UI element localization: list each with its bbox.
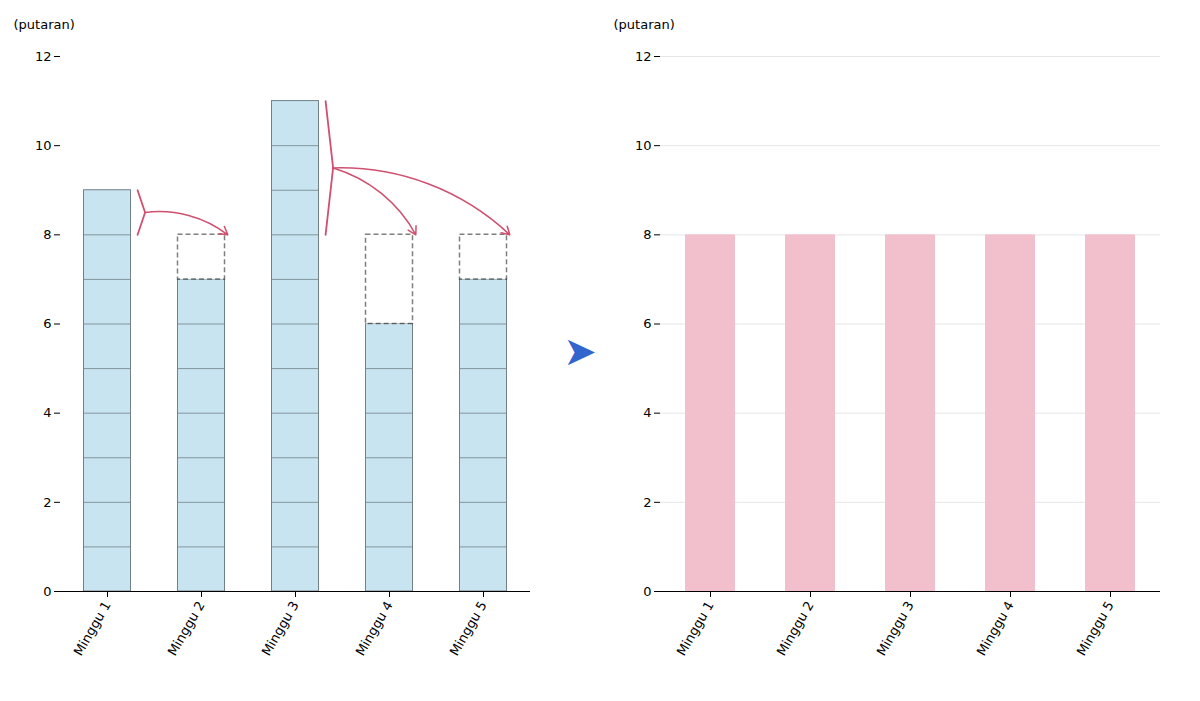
svg-text:6: 6 [643,316,651,331]
svg-text:8: 8 [643,226,651,241]
svg-text:8: 8 [43,226,51,241]
svg-text:(putaran): (putaran) [14,16,75,31]
svg-text:4: 4 [43,405,51,420]
svg-text:6: 6 [43,316,51,331]
svg-text:10: 10 [635,137,652,152]
svg-text:Minggu 3: Minggu 3 [874,598,917,658]
svg-text:Minggu 5: Minggu 5 [447,598,490,658]
svg-text:Minggu 3: Minggu 3 [259,598,302,658]
svg-text:Minggu 2: Minggu 2 [165,598,208,658]
svg-text:Minggu 4: Minggu 4 [353,598,396,658]
svg-text:12: 12 [35,48,52,63]
svg-text:Minggu 5: Minggu 5 [1074,598,1117,658]
svg-text:0: 0 [43,583,51,598]
svg-text:Minggu 1: Minggu 1 [674,598,717,658]
svg-text:Minggu 1: Minggu 1 [71,598,114,658]
svg-text:4: 4 [643,405,651,420]
svg-text:Minggu 2: Minggu 2 [774,598,817,658]
svg-text:10: 10 [35,137,52,152]
svg-text:0: 0 [643,583,651,598]
svg-text:12: 12 [635,48,652,63]
svg-text:Minggu 4: Minggu 4 [974,598,1017,658]
svg-text:2: 2 [643,494,651,509]
svg-text:(putaran): (putaran) [614,16,675,31]
svg-text:2: 2 [43,494,51,509]
